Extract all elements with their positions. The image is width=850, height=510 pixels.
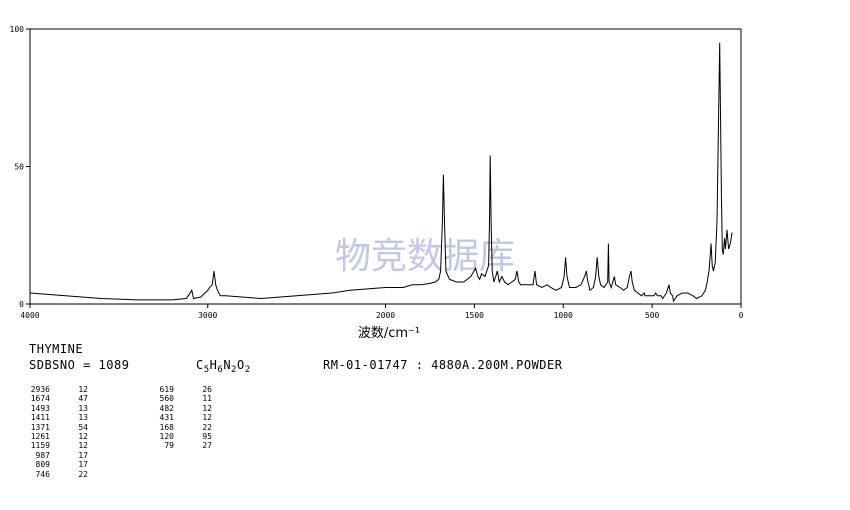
peak-intensity: 12	[78, 441, 88, 451]
peak-intensity: 12	[202, 403, 212, 413]
spectrum-line	[29, 42, 733, 303]
peak-wavenumber: 482	[159, 403, 174, 413]
peak-wavenumber: 431	[159, 413, 174, 423]
peak-wavenumber: 1371	[30, 422, 50, 432]
formula-subscript: 2	[244, 365, 251, 375]
peak-intensity: 13	[78, 413, 88, 423]
y-axis: 0 50 100	[10, 25, 30, 309]
peak-intensity: 22	[202, 422, 212, 432]
peak-row: 482 12	[150, 404, 212, 413]
formula-element: C	[196, 358, 204, 372]
formula-element: H	[209, 358, 218, 372]
peak-intensity: 17	[78, 450, 88, 460]
peak-intensity: 17	[78, 460, 88, 470]
peak-row: 1674 47	[26, 394, 88, 403]
peak-row: 1261 12	[26, 432, 88, 441]
peak-table-column-2: 619 26 560 11 482 12 431 12 168 22 120 95 79 27	[150, 385, 212, 451]
y-tick-label: 0	[19, 300, 24, 309]
formula-element: N	[223, 358, 232, 372]
formula-subscript: 2	[231, 365, 237, 375]
peak-intensity: 12	[78, 385, 88, 394]
peak-row: 120 95	[150, 432, 212, 441]
peak-row: 746 22	[26, 470, 88, 479]
y-tick-label: 100	[10, 25, 25, 34]
peak-intensity: 11	[202, 394, 212, 404]
peak-row: 1493 13	[26, 404, 88, 413]
peak-wavenumber: 168	[159, 422, 174, 432]
peak-wavenumber: 120	[159, 432, 174, 442]
formula-subscript: 5	[203, 365, 210, 375]
peak-wavenumber: 1159	[30, 441, 50, 451]
peak-intensity: 27	[202, 441, 212, 451]
peak-wavenumber: 1411	[30, 413, 50, 423]
peak-row: 1159 12	[26, 441, 88, 450]
peak-intensity: 12	[202, 413, 212, 423]
peak-row: 1411 13	[26, 413, 88, 422]
peak-wavenumber: 1674	[30, 394, 50, 404]
x-axis-label: 波数/cm⁻¹	[358, 326, 420, 340]
peak-row: 168 22	[150, 423, 212, 432]
peak-wavenumber: 987	[35, 450, 50, 460]
peak-intensity: 22	[78, 469, 88, 479]
peak-row: 560 11	[150, 394, 212, 403]
x-tick-label: 2000	[376, 311, 395, 320]
x-axis: 4000 3000 2000 1500 1000 500 0	[20, 304, 744, 320]
peak-row: 987 17	[26, 451, 88, 460]
peak-wavenumber: 79	[164, 441, 174, 451]
peak-wavenumber: 2936	[30, 385, 50, 394]
peak-table-column-1: 2936 12 1674 47 1493 13 1411 13 1371 54 1261 12 1159…	[26, 385, 88, 479]
peak-intensity: 26	[202, 385, 212, 394]
peak-row: 1371 54	[26, 423, 88, 432]
peak-wavenumber: 809	[35, 460, 50, 470]
peak-row: 2936 12	[26, 385, 88, 394]
x-tick-label: 3000	[198, 311, 217, 320]
peak-row: 79 27	[150, 441, 212, 450]
peak-wavenumber: 1261	[30, 432, 50, 442]
raman-spectrum-chart: 0 50 100 4000 3000 2000 1500 1000 500 0 物竞数据库 波数…	[10, 25, 744, 340]
compound-name: THYMINE	[29, 342, 84, 356]
x-tick-label: 4000	[20, 311, 39, 320]
peak-intensity: 12	[78, 432, 88, 442]
peak-intensity: 54	[78, 422, 88, 432]
peak-intensity: 95	[202, 432, 212, 442]
peak-intensity: 13	[78, 403, 88, 413]
peak-wavenumber: 746	[35, 469, 50, 479]
peak-row: 431 12	[150, 413, 212, 422]
formula-subscript: 6	[217, 365, 224, 375]
peak-row: 809 17	[26, 460, 88, 469]
watermark: 物竞数据库	[335, 236, 515, 277]
y-tick-label: 50	[14, 163, 24, 172]
x-tick-label: 500	[645, 311, 660, 320]
peak-row: 619 26	[150, 385, 212, 394]
x-tick-label: 0	[739, 311, 744, 320]
sdbs-number: SDBSNO = 1089	[29, 358, 130, 372]
x-tick-label: 1000	[554, 311, 573, 320]
x-tick-label: 1500	[465, 311, 484, 320]
peak-wavenumber: 619	[159, 385, 174, 394]
formula-element: O	[236, 358, 245, 372]
peak-intensity: 47	[78, 394, 88, 404]
sample-info: RM-01-01747 : 4880A.200M.POWDER	[323, 358, 563, 372]
peak-wavenumber: 560	[159, 394, 174, 404]
peak-wavenumber: 1493	[30, 403, 50, 413]
molecular-formula: C5H6N2O2	[196, 358, 251, 375]
